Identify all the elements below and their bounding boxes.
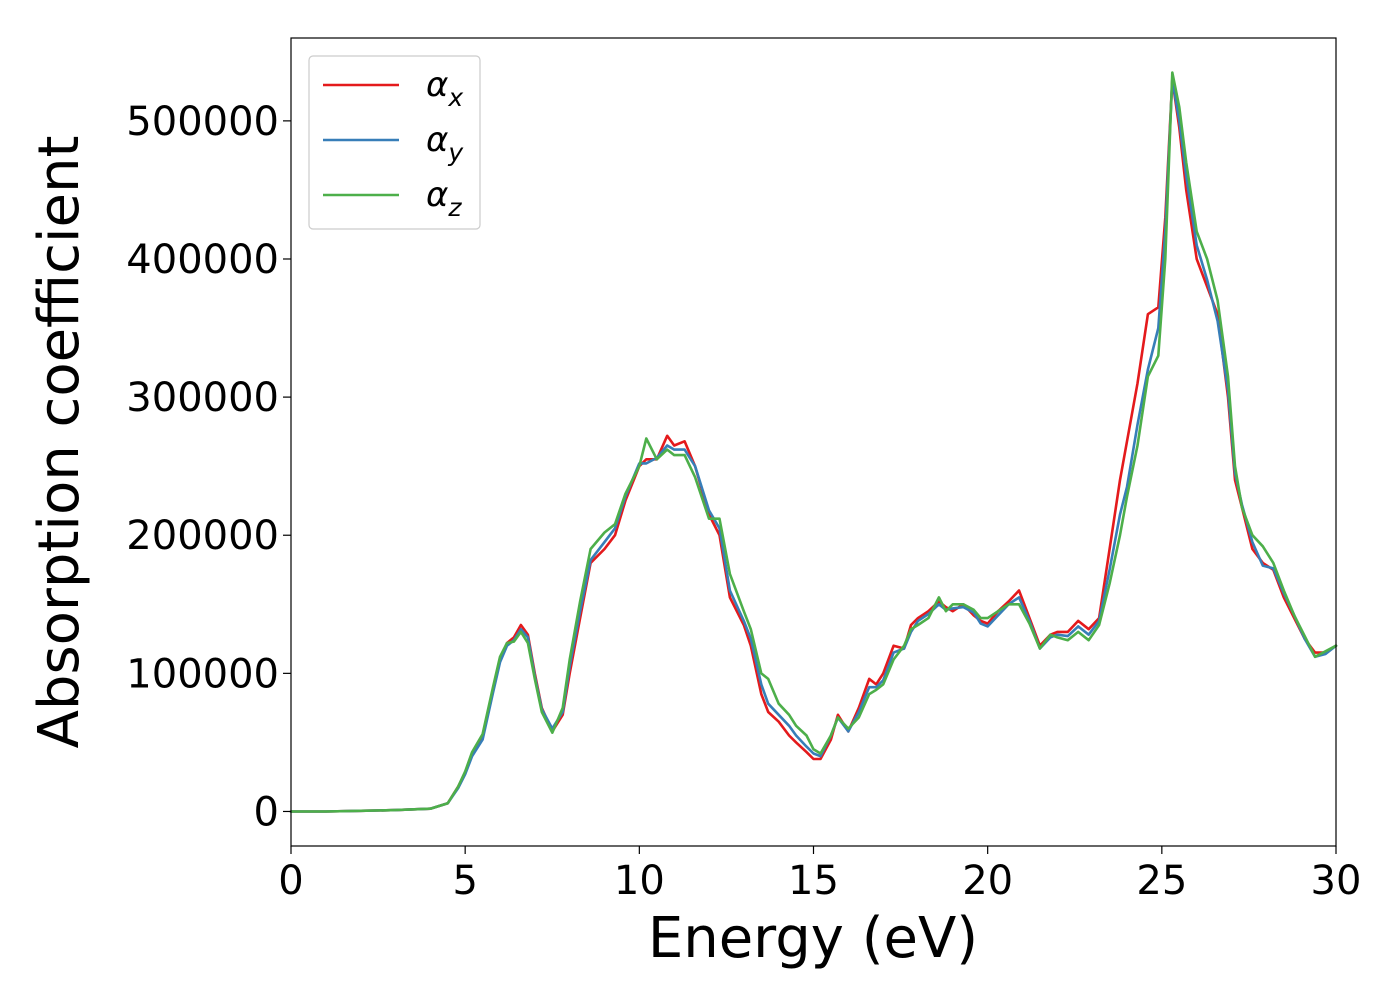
y-tick-label: 300000 [126, 375, 279, 421]
y-tick-label: 500000 [126, 99, 279, 145]
x-tick-label: 10 [614, 858, 665, 904]
legend-box [308, 55, 481, 230]
y-tick-label: 0 [254, 789, 279, 835]
x-axis: 0 5 10 15 20 25 30 [278, 846, 1361, 904]
y-tick-label: 400000 [126, 237, 279, 283]
x-tick-label: 30 [1311, 858, 1362, 904]
legend-label-y: αy [426, 120, 464, 167]
x-tick-label: 15 [788, 858, 839, 904]
x-axis-label: Energy (eV) [648, 906, 978, 971]
legend: αx αy αz [308, 55, 481, 230]
legend-label-z: αz [426, 175, 462, 222]
y-tick-label: 100000 [126, 651, 279, 697]
x-tick-label: 5 [452, 858, 477, 904]
x-tick-label: 25 [1136, 858, 1187, 904]
y-axis-label: Absorption coefficient [27, 136, 92, 749]
y-tick-label: 200000 [126, 513, 279, 559]
x-tick-label: 0 [278, 858, 303, 904]
series-line-z [289, 71, 1338, 813]
series-layer [289, 71, 1338, 813]
legend-label-x: αx [426, 65, 463, 112]
x-tick-label: 20 [962, 858, 1013, 904]
y-axis: 0 100000 200000 300000 400000 500000 [126, 99, 291, 835]
